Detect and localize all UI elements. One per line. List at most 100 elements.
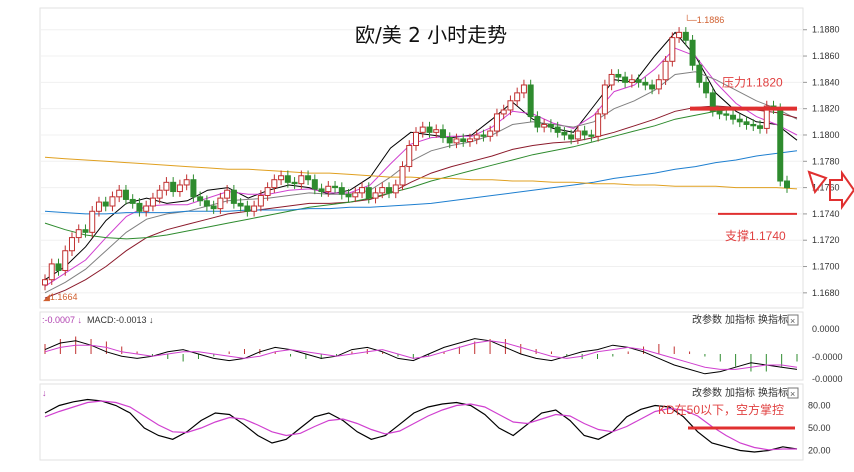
candle [649, 79, 656, 95]
macd-diff-label: :-0.0007 ↓ [42, 315, 82, 325]
kd-tick-label: 80.00 [808, 401, 831, 411]
candle [541, 119, 548, 133]
candle [183, 174, 190, 191]
candle [574, 125, 581, 145]
candle [217, 192, 224, 214]
candle [210, 200, 217, 214]
candle [176, 179, 183, 197]
main-gridlines [40, 29, 803, 294]
candle [48, 258, 55, 285]
candle [662, 56, 669, 85]
candle [439, 124, 446, 143]
kd-change-params-button[interactable]: 改参数 [692, 386, 722, 399]
candle [561, 127, 568, 141]
support-label: 支撑1.1740 [725, 228, 786, 243]
price-tick-label: 1.1840 [812, 77, 840, 87]
candle [413, 127, 419, 151]
kd-close-button[interactable] [787, 387, 799, 399]
candle [655, 74, 662, 95]
candle [264, 182, 271, 201]
ma-line-4 [44, 106, 798, 240]
macd-panel [39, 311, 804, 381]
candle [143, 200, 150, 217]
kd-close-icon: × [790, 389, 795, 399]
price-axis: 1.1880 1.1860 1.1840 1.1820 1.1800 1.1780 1.17… [803, 25, 840, 298]
candle [514, 87, 521, 107]
candle [352, 187, 359, 203]
candle [129, 194, 136, 209]
candle [709, 87, 716, 117]
candle [426, 121, 433, 138]
candle [338, 182, 345, 200]
ma-line-0 [44, 31, 798, 281]
candle [42, 274, 48, 291]
candle [102, 196, 109, 212]
candle [601, 79, 608, 120]
price-tick-label: 1.1720 [812, 235, 840, 245]
chart-title: 欧/美 2 小时走势 [355, 23, 507, 47]
kd-axis: 80.00 50.00 20.00 [808, 401, 831, 456]
candle [568, 129, 575, 145]
price-tick-label: 1.1860 [812, 51, 840, 61]
candle [62, 245, 69, 276]
ma-line-6 [44, 156, 798, 190]
price-tick-label: 1.1680 [812, 288, 840, 298]
candle [122, 184, 129, 205]
macd-value-label: MACD:-0.0013 ↓ [87, 315, 154, 325]
resistance-label: 压力1.1820 [722, 76, 783, 90]
candle [224, 184, 231, 204]
candle [433, 124, 440, 138]
candle [392, 179, 399, 199]
candle [534, 111, 541, 133]
candle [730, 109, 737, 125]
price-tick-label: 1.1800 [812, 130, 840, 140]
candle [487, 125, 494, 142]
candle [547, 119, 554, 133]
candle [311, 174, 318, 195]
candle [318, 183, 325, 197]
candle [520, 79, 527, 99]
macd-close-icon: × [790, 316, 795, 326]
high-label: └─1.1886 [684, 14, 724, 25]
price-tick-label: 1.1700 [812, 262, 840, 272]
candle [365, 182, 372, 204]
candle [197, 191, 204, 207]
macd-add-indicator-button[interactable]: 加指标 [725, 313, 755, 326]
price-tick-label: 1.1740 [812, 209, 840, 219]
macd-switch-indicator-button[interactable]: 换指标 [758, 313, 788, 326]
candle [581, 125, 588, 141]
candle [271, 174, 278, 193]
candle [763, 100, 770, 134]
candle [622, 71, 629, 88]
candle [372, 187, 379, 204]
candle [332, 181, 339, 193]
kd-tick-label: 20.00 [808, 446, 831, 456]
ma-line-2 [44, 71, 798, 294]
candle [163, 177, 170, 196]
candle [291, 177, 298, 189]
macd-change-params-button[interactable]: 改参数 [692, 313, 722, 326]
kd-add-indicator-button[interactable]: 加指标 [725, 386, 755, 399]
candle [777, 103, 784, 187]
candle [244, 200, 251, 217]
candle [689, 34, 696, 71]
price-tick-label: 1.1820 [812, 104, 840, 114]
candle [676, 27, 683, 43]
candle [156, 184, 163, 204]
price-tick-label: 1.1780 [812, 156, 840, 166]
candle [682, 27, 689, 46]
kd-panel [39, 383, 804, 461]
candle [446, 132, 453, 149]
candle [298, 170, 305, 189]
candle [642, 77, 649, 91]
candle [493, 108, 500, 137]
candle [89, 206, 96, 238]
candle [136, 198, 143, 217]
macd-dea-line [44, 340, 798, 370]
candle [750, 119, 757, 132]
candle [669, 32, 676, 67]
kd-switch-indicator-button[interactable]: 换指标 [758, 386, 788, 399]
candle [419, 121, 426, 138]
macd-close-button[interactable] [787, 314, 799, 326]
candle [628, 74, 635, 88]
